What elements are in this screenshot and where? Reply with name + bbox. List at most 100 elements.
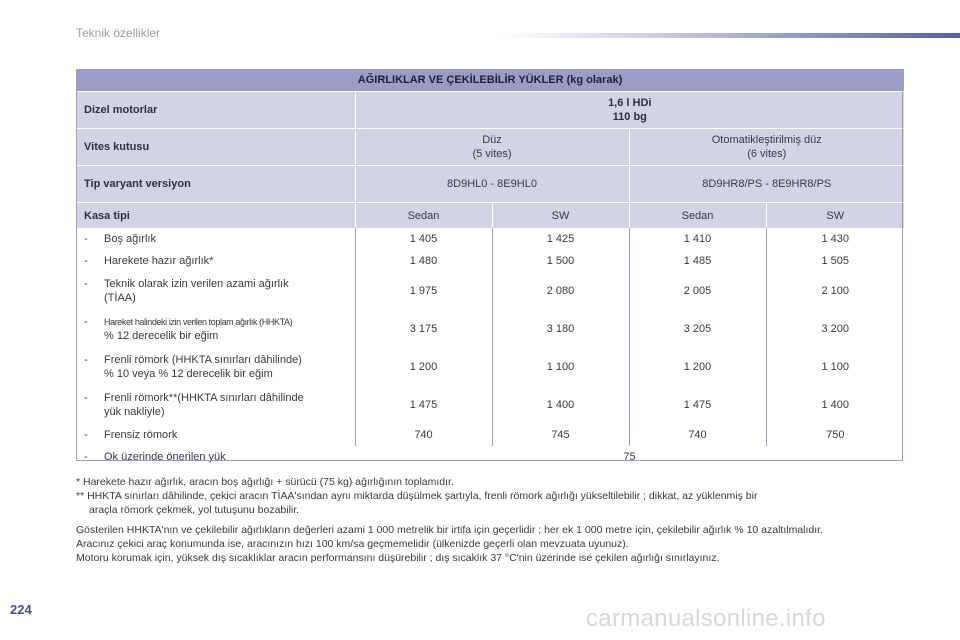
table-cell: 1 500 <box>491 250 629 272</box>
table-row: - Frenli römork (HHKTA sınırları dâhilin… <box>76 348 905 386</box>
table-cell: 1 480 <box>354 250 492 272</box>
table-cell: 750 <box>765 424 905 446</box>
table-cell: 1 430 <box>765 228 905 250</box>
row-label: - Teknik olarak izin verilen azami ağırl… <box>76 272 355 310</box>
row-label-line1: Ok üzerinde önerilen yük <box>104 451 226 463</box>
footnote-single-star: * Harekete hazır ağırlık, aracın boş ağı… <box>76 476 454 488</box>
footnote-double-star-cont: araçla römork çekmek, yol tutuşunu bozab… <box>89 504 300 516</box>
gearbox-auto-name: Otomatikleştirilmiş düz <box>711 134 822 146</box>
header-decorative-bar <box>500 33 960 38</box>
row-label-line1: Frenli römork (HHKTA sınırları dâhilinde… <box>104 354 302 366</box>
row-dash: - <box>84 392 88 404</box>
table-row: - Frensiz römork 740 745 740 750 <box>76 424 905 446</box>
table-cell: 740 <box>628 424 766 446</box>
page-number: 224 <box>10 602 32 617</box>
table-cell: 3 205 <box>628 310 766 348</box>
gearbox-manual-speeds: (5 vites) <box>472 148 512 160</box>
engine-name: 1,6 l HDi <box>608 97 652 109</box>
row-dash: - <box>84 354 88 366</box>
table-cell: 2 100 <box>765 272 905 310</box>
table-cell: 1 400 <box>491 386 629 424</box>
row-dash: - <box>84 316 88 328</box>
gearbox-auto: Otomatikleştirilmiş düz (6 vites) <box>629 128 905 166</box>
table-cell: 1 200 <box>628 348 766 386</box>
table-cell: 1 425 <box>491 228 629 250</box>
row-label-line1: Frensiz römork <box>104 429 178 441</box>
row-label-line1: Harekete hazır ağırlık* <box>104 255 214 267</box>
footnote-double-star: ** HHKTA sınırları dâhilinde, çekici ara… <box>76 490 758 502</box>
table-cell: 1 200 <box>354 348 492 386</box>
table-cell: 740 <box>354 424 492 446</box>
table-row: - Harekete hazır ağırlık* 1 480 1 500 1 … <box>76 250 905 272</box>
row-label-line2: % 12 derecelik bir eğim <box>104 330 219 342</box>
row-label-line2: % 10 veya % 12 derecelik bir eğim <box>104 368 273 380</box>
section-title: Teknik özellikler <box>76 26 161 40</box>
body-type-row: Kasa tipi Sedan SW Sedan SW <box>76 202 905 228</box>
row-dash: - <box>84 429 88 441</box>
body-type-col: Sedan <box>629 202 767 228</box>
table-cell: 1 100 <box>765 348 905 386</box>
engine-row: Dizel motorlar 1,6 l HDi 110 bg <box>76 91 905 129</box>
row-label-line2: (TİAA) <box>104 292 136 304</box>
row-label-line2: yük nakliyle) <box>104 406 165 418</box>
table-title-row: AĞIRLIKLAR VE ÇEKİLEBİLİR YÜKLER (kg ola… <box>76 69 905 92</box>
row-dash: - <box>84 233 88 245</box>
row-label: - Boş ağırlık <box>76 228 355 250</box>
variant-row: Tip varyant versiyon 8D9HL0 - 8E9HL0 8D9… <box>76 165 905 203</box>
table-row: - Hareket halindeki izin verilen toplam … <box>76 310 905 348</box>
row-label: - Ok üzerinde önerilen yük <box>76 446 355 468</box>
table-row: - Boş ağırlık 1 405 1 425 1 410 1 430 <box>76 228 905 250</box>
variant-auto: 8D9HR8/PS - 8E9HR8/PS <box>629 165 905 203</box>
table-cell: 3 180 <box>491 310 629 348</box>
note-speed: Aracınız çekici araç konumunda ise, arac… <box>76 538 629 550</box>
table-cell: 2 080 <box>491 272 629 310</box>
table-cell: 1 410 <box>628 228 766 250</box>
notes: * Harekete hazır ağırlık, aracın boş ağı… <box>76 475 906 565</box>
engine-label: Dizel motorlar <box>76 91 356 129</box>
table-title: AĞIRLIKLAR VE ÇEKİLEBİLİR YÜKLER (kg ola… <box>76 69 905 92</box>
row-label-line1: Frenli römork**(HHKTA sınırları dâhilind… <box>104 392 304 404</box>
table-row: - Frenli römork**(HHKTA sınırları dâhili… <box>76 386 905 424</box>
table-cell: 1 505 <box>765 250 905 272</box>
table-cell: 1 485 <box>628 250 766 272</box>
row-dash: - <box>84 451 88 463</box>
body-type-label: Kasa tipi <box>76 202 356 228</box>
gearbox-manual: Düz (5 vites) <box>355 128 630 166</box>
gearbox-label: Vites kutusu <box>76 128 356 166</box>
row-dash: - <box>84 278 88 290</box>
note-temperature: Motoru korumak için, yüksek dış sıcaklık… <box>76 552 720 564</box>
variant-label: Tip varyant versiyon <box>76 165 356 203</box>
hitch-load-value: 75 <box>623 451 636 463</box>
table-cell: 3 200 <box>765 310 905 348</box>
table-cell: 1 475 <box>628 386 766 424</box>
table-cell: 1 475 <box>354 386 492 424</box>
body-type-col: SW <box>492 202 630 228</box>
row-label-line1: Hareket halindeki izin verilen toplam ağ… <box>104 317 293 327</box>
row-label: - Frenli römork**(HHKTA sınırları dâhili… <box>76 386 355 424</box>
table-row: - Ok üzerinde önerilen yük 75 <box>76 446 904 468</box>
note-altitude: Gösterilen HHKTA'nın ve çekilebilir ağır… <box>76 524 824 536</box>
table-cell: 1 975 <box>354 272 492 310</box>
table-cell: 1 400 <box>765 386 905 424</box>
table-cell: 3 175 <box>354 310 492 348</box>
table-row: - Teknik olarak izin verilen azami ağırl… <box>76 272 905 310</box>
body-type-col: Sedan <box>355 202 493 228</box>
table-cell: 1 100 <box>491 348 629 386</box>
gearbox-auto-speeds: (6 vites) <box>747 148 787 160</box>
gearbox-row: Vites kutusu Düz (5 vites) Otomatikleşti… <box>76 128 905 166</box>
watermark-text: carmanualsonline.info <box>586 605 826 632</box>
body-type-col: SW <box>766 202 905 228</box>
engine-value: 1,6 l HDi 110 bg <box>355 91 905 129</box>
weights-table: AĞIRLIKLAR VE ÇEKİLEBİLİR YÜKLER (kg ola… <box>76 69 905 468</box>
row-label-line1: Teknik olarak izin verilen azami ağırlık <box>104 278 289 290</box>
variant-manual: 8D9HL0 - 8E9HL0 <box>355 165 630 203</box>
row-label: - Harekete hazır ağırlık* <box>76 250 355 272</box>
row-dash: - <box>84 255 88 267</box>
row-label-line1: Boş ağırlık <box>104 233 156 245</box>
row-label: - Hareket halindeki izin verilen toplam … <box>76 310 355 348</box>
engine-power: 110 bg <box>612 111 647 123</box>
table-cell: 745 <box>491 424 629 446</box>
row-label: - Frensiz römork <box>76 424 355 446</box>
gearbox-manual-name: Düz <box>482 134 502 146</box>
table-cell: 2 005 <box>628 272 766 310</box>
